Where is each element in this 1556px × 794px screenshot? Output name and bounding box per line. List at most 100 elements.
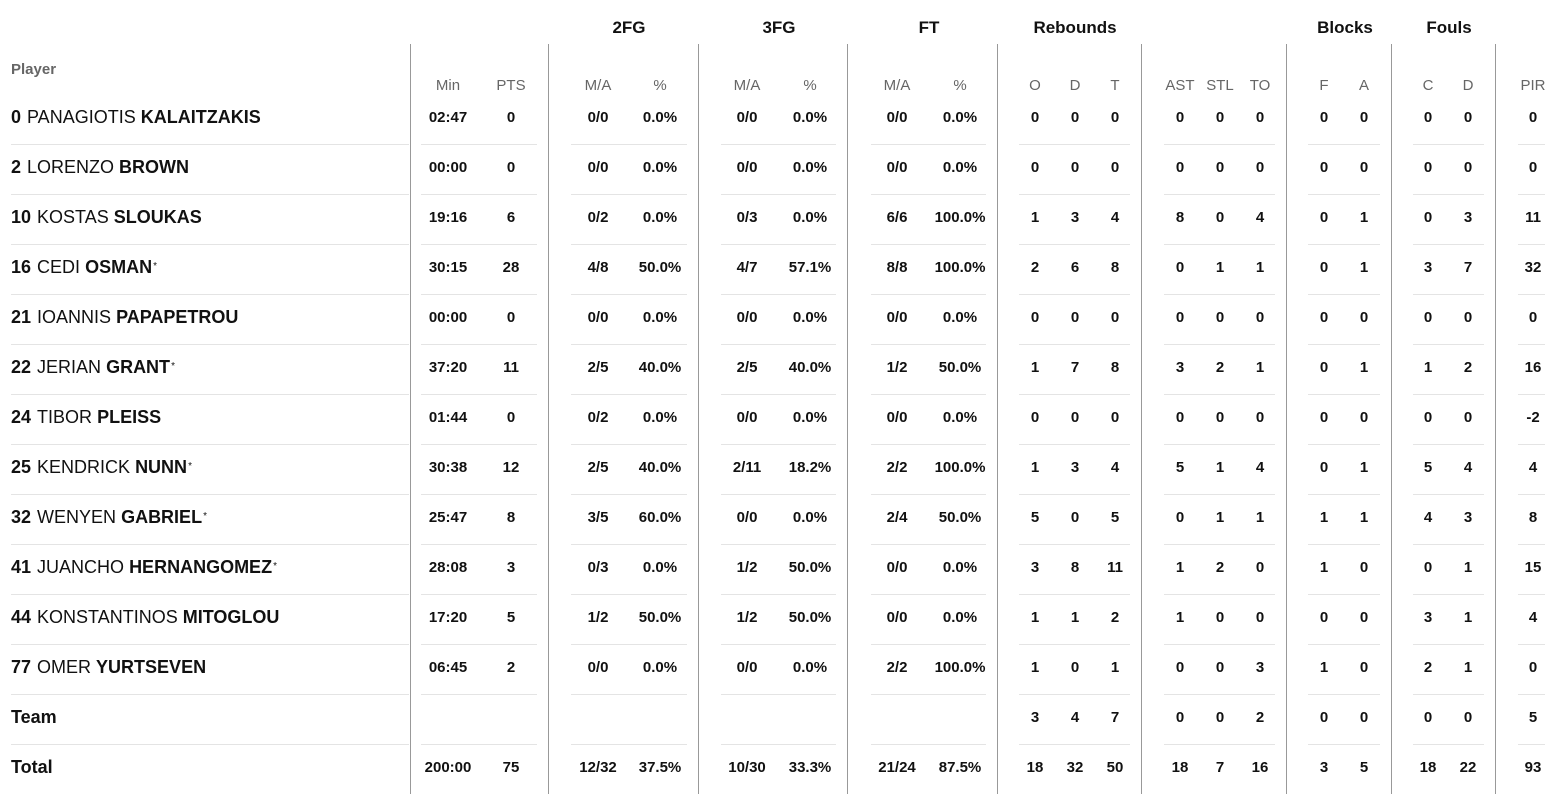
row-divider bbox=[1019, 644, 1130, 645]
row-divider bbox=[1413, 144, 1484, 145]
stat-cell: 0/2 bbox=[587, 209, 609, 226]
stat-cell: 0 bbox=[1070, 159, 1080, 176]
player-name[interactable]: 32 WENYEN GABRIEL* bbox=[11, 507, 207, 528]
stat-cell: 0.0% bbox=[642, 309, 678, 326]
row-divider bbox=[571, 244, 687, 245]
stat-cell: 0 bbox=[1463, 709, 1473, 726]
jersey-number: 24 bbox=[11, 407, 32, 427]
row-divider bbox=[1413, 744, 1484, 745]
stat-cell: 1 bbox=[1359, 209, 1369, 226]
player-name[interactable]: 24 TIBOR PLEISS bbox=[11, 407, 161, 428]
stat-cell: 22 bbox=[1459, 759, 1477, 776]
last-name: MITOGLOU bbox=[182, 607, 280, 627]
column-header: M/A bbox=[883, 77, 911, 94]
column-separator bbox=[698, 44, 699, 794]
row-divider bbox=[1164, 544, 1275, 545]
jersey-number: 2 bbox=[11, 157, 22, 177]
stat-cell: 0 bbox=[1423, 159, 1433, 176]
row-divider bbox=[1164, 744, 1275, 745]
stat-cell: 5 bbox=[1110, 509, 1120, 526]
column-header: PTS bbox=[496, 77, 526, 94]
row-divider bbox=[11, 694, 409, 695]
stat-cell: 0 bbox=[1463, 159, 1473, 176]
stat-cell: 0 bbox=[1175, 509, 1185, 526]
stat-cell: 0 bbox=[1423, 409, 1433, 426]
row-divider bbox=[1164, 594, 1275, 595]
stat-cell: 50.0% bbox=[638, 259, 682, 276]
player-name[interactable]: 44 KONSTANTINOS MITOGLOU bbox=[11, 607, 279, 628]
stat-cell: 0 bbox=[1423, 559, 1433, 576]
row-divider bbox=[1019, 544, 1130, 545]
row-divider bbox=[1308, 544, 1380, 545]
row-divider bbox=[1019, 694, 1130, 695]
stat-cell: 02:47 bbox=[428, 109, 468, 126]
stat-cell: 0 bbox=[1319, 259, 1329, 276]
stat-cell: 5 bbox=[506, 609, 516, 626]
row-divider bbox=[1308, 644, 1380, 645]
stat-cell: 1/2 bbox=[886, 359, 908, 376]
stat-cell: 37.5% bbox=[638, 759, 682, 776]
row-divider bbox=[1019, 344, 1130, 345]
starter-marker-icon: * bbox=[203, 511, 207, 522]
row-divider bbox=[1019, 594, 1130, 595]
stat-cell: 0 bbox=[1110, 159, 1120, 176]
column-separator bbox=[1141, 44, 1142, 794]
row-divider bbox=[421, 294, 537, 295]
player-name[interactable]: 21 IOANNIS PAPAPETROU bbox=[11, 307, 238, 328]
row-divider bbox=[11, 744, 409, 745]
player-name[interactable]: 10 KOSTAS SLOUKAS bbox=[11, 207, 202, 228]
stat-cell: 4 bbox=[1110, 209, 1120, 226]
stat-cell: 3 bbox=[1423, 609, 1433, 626]
row-divider bbox=[571, 644, 687, 645]
player-name[interactable]: 77 OMER YURTSEVEN bbox=[11, 657, 206, 678]
last-name: HERNANGOMEZ bbox=[129, 557, 273, 577]
stat-cell: 0 bbox=[1255, 309, 1265, 326]
player-name[interactable]: 25 KENDRICK NUNN* bbox=[11, 457, 192, 478]
row-divider bbox=[1308, 294, 1380, 295]
stat-cell: 7 bbox=[1463, 259, 1473, 276]
stat-cell: 2/4 bbox=[886, 509, 908, 526]
player-name[interactable]: 41 JUANCHO HERNANGOMEZ* bbox=[11, 557, 277, 578]
stat-cell: 19:16 bbox=[428, 209, 468, 226]
stat-cell: 0/3 bbox=[736, 209, 758, 226]
stat-cell: 4 bbox=[1528, 609, 1538, 626]
stat-cell: 2 bbox=[1110, 609, 1120, 626]
player-name[interactable]: 22 JERIAN GRANT* bbox=[11, 357, 175, 378]
row-divider bbox=[721, 144, 836, 145]
column-header: F bbox=[1319, 77, 1329, 94]
stat-cell: 1 bbox=[1030, 609, 1040, 626]
row-divider bbox=[1413, 644, 1484, 645]
row-divider bbox=[721, 244, 836, 245]
stat-cell: 33.3% bbox=[788, 759, 832, 776]
row-divider bbox=[571, 694, 687, 695]
stat-cell: 1 bbox=[1175, 609, 1185, 626]
row-divider bbox=[421, 244, 537, 245]
stat-cell: 100.0% bbox=[934, 209, 986, 226]
stat-cell: 3 bbox=[1030, 709, 1040, 726]
stat-cell: 0 bbox=[1030, 159, 1040, 176]
jersey-number: 16 bbox=[11, 257, 32, 277]
row-divider bbox=[421, 694, 537, 695]
stat-cell: 0 bbox=[1215, 309, 1225, 326]
row-divider bbox=[871, 394, 986, 395]
column-header: % bbox=[953, 77, 967, 94]
player-name[interactable]: 16 CEDI OSMAN* bbox=[11, 257, 157, 278]
stat-cell: 7 bbox=[1215, 759, 1225, 776]
row-divider bbox=[1518, 394, 1545, 395]
jersey-number: 21 bbox=[11, 307, 32, 327]
stat-cell: 0 bbox=[1175, 259, 1185, 276]
player-name[interactable]: 2 LORENZO BROWN bbox=[11, 157, 189, 178]
stat-cell: 50.0% bbox=[938, 509, 982, 526]
player-name[interactable]: 0 PANAGIOTIS KALAITZAKIS bbox=[11, 107, 261, 128]
last-name: PAPAPETROU bbox=[116, 307, 239, 327]
stat-cell: 93 bbox=[1524, 759, 1542, 776]
row-divider bbox=[1019, 294, 1130, 295]
stat-cell: 25:47 bbox=[428, 509, 468, 526]
stat-cell: 0 bbox=[1110, 409, 1120, 426]
stat-cell: 2/5 bbox=[736, 359, 758, 376]
stat-cell: 0.0% bbox=[642, 559, 678, 576]
stat-cell: 0/0 bbox=[736, 159, 758, 176]
stat-cell: 3/5 bbox=[587, 509, 609, 526]
stat-cell: 1 bbox=[1319, 509, 1329, 526]
row-divider bbox=[1413, 194, 1484, 195]
